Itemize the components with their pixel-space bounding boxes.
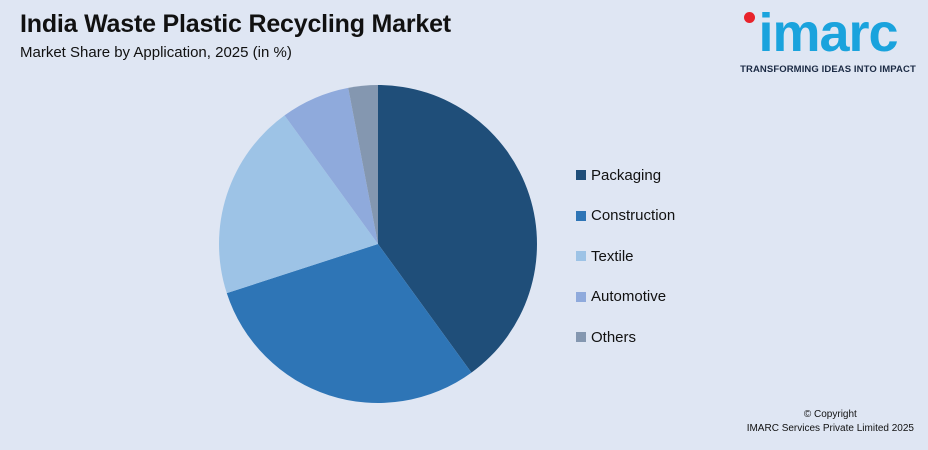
chart-subtitle: Market Share by Application, 2025 (in %): [20, 44, 292, 61]
copyright-text: © Copyright: [803, 409, 857, 420]
legend-label: Textile: [591, 247, 634, 265]
logo-tagline: TRANSFORMING IDEAS INTO IMPACT: [740, 64, 916, 75]
pie-slice-automotive: [284, 87, 378, 244]
legend-swatch: [576, 332, 586, 343]
legend-item-others: Others: [576, 317, 675, 358]
legend-swatch: [576, 170, 586, 181]
legend-item-construction: Construction: [576, 196, 675, 237]
legend-item-textile: Textile: [576, 236, 675, 277]
legend-label: Automotive: [591, 288, 667, 306]
pie-slice-textile: [218, 115, 378, 294]
legend-label: Packaging: [591, 166, 662, 184]
pie-slice-others: [348, 85, 378, 244]
imarc-logo: imarc TRANSFORMING IDEAS INTO IMPACT: [738, 4, 918, 75]
logo-wordmark: imarc: [738, 4, 918, 62]
legend-label: Construction: [591, 207, 676, 225]
legend-swatch: [576, 291, 586, 302]
legend-swatch: [576, 210, 586, 221]
pie-slice-construction: [226, 244, 472, 403]
footer-copyright: © Copyright IMARC Services Private Limit…: [747, 408, 914, 436]
chart-title: India Waste Plastic Recycling Market: [20, 10, 451, 38]
legend-label: Others: [591, 328, 637, 346]
legend-item-automotive: Automotive: [576, 277, 675, 318]
pie-slice-packaging: [378, 85, 537, 373]
chart-legend: Packaging Construction Textile Automotiv…: [576, 155, 675, 358]
legend-item-packaging: Packaging: [576, 155, 675, 196]
company-text: IMARC Services Private Limited 2025: [746, 423, 914, 434]
logo-dot-icon: [744, 12, 755, 23]
legend-swatch: [576, 251, 586, 262]
